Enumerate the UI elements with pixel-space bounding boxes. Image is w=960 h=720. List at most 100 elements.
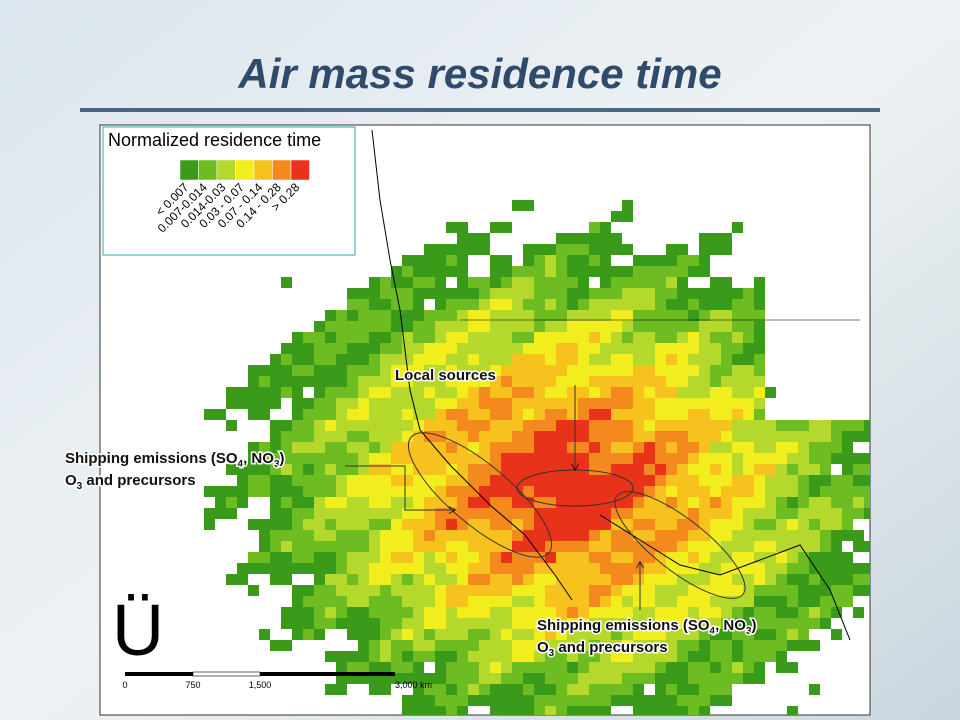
raster-cell xyxy=(666,530,677,541)
raster-cell xyxy=(369,640,380,651)
raster-cell xyxy=(479,409,490,420)
raster-cell xyxy=(798,464,809,475)
raster-cell xyxy=(798,442,809,453)
raster-cell xyxy=(732,442,743,453)
scale-segment xyxy=(260,672,395,676)
raster-cell xyxy=(666,585,677,596)
raster-cell xyxy=(534,541,545,552)
raster-cell xyxy=(446,508,457,519)
raster-cell xyxy=(413,662,424,673)
scale-label: 3,000 km xyxy=(395,680,432,690)
raster-cell xyxy=(556,574,567,585)
raster-cell xyxy=(479,288,490,299)
raster-cell xyxy=(600,530,611,541)
raster-cell xyxy=(358,387,369,398)
raster-cell xyxy=(336,673,347,684)
raster-cell xyxy=(501,398,512,409)
raster-cell xyxy=(446,629,457,640)
raster-cell xyxy=(523,607,534,618)
raster-cell xyxy=(666,552,677,563)
raster-cell xyxy=(490,255,501,266)
raster-cell xyxy=(391,596,402,607)
raster-cell xyxy=(842,442,853,453)
raster-cell xyxy=(303,332,314,343)
raster-cell xyxy=(633,552,644,563)
raster-cell xyxy=(765,596,776,607)
raster-cell xyxy=(600,288,611,299)
raster-cell xyxy=(743,310,754,321)
raster-cell xyxy=(292,409,303,420)
raster-cell xyxy=(600,464,611,475)
raster-cell xyxy=(402,398,413,409)
raster-cell xyxy=(567,585,578,596)
raster-cell xyxy=(347,618,358,629)
raster-cell xyxy=(611,475,622,486)
raster-cell xyxy=(325,464,336,475)
raster-cell xyxy=(787,563,798,574)
raster-cell xyxy=(523,497,534,508)
raster-cell xyxy=(534,277,545,288)
raster-cell xyxy=(633,277,644,288)
raster-cell xyxy=(567,343,578,354)
raster-cell xyxy=(809,508,820,519)
raster-cell xyxy=(567,288,578,299)
raster-cell xyxy=(666,651,677,662)
raster-cell xyxy=(842,464,853,475)
raster-cell xyxy=(622,244,633,255)
raster-cell xyxy=(391,310,402,321)
raster-cell xyxy=(501,453,512,464)
raster-cell xyxy=(644,618,655,629)
raster-cell xyxy=(677,508,688,519)
raster-cell xyxy=(512,398,523,409)
raster-cell xyxy=(611,266,622,277)
raster-cell xyxy=(809,607,820,618)
raster-cell xyxy=(292,618,303,629)
raster-cell xyxy=(545,541,556,552)
raster-cell xyxy=(523,288,534,299)
raster-cell xyxy=(633,409,644,420)
raster-cell xyxy=(259,530,270,541)
raster-cell xyxy=(677,563,688,574)
raster-cell xyxy=(545,354,556,365)
raster-cell xyxy=(853,541,864,552)
raster-cell xyxy=(457,409,468,420)
raster-cell xyxy=(611,684,622,695)
raster-cell xyxy=(435,508,446,519)
raster-cell xyxy=(435,442,446,453)
raster-cell xyxy=(754,321,765,332)
raster-cell xyxy=(336,684,347,695)
raster-cell xyxy=(754,585,765,596)
raster-cell xyxy=(490,618,501,629)
raster-cell xyxy=(347,475,358,486)
raster-cell xyxy=(688,574,699,585)
raster-cell xyxy=(578,596,589,607)
raster-cell xyxy=(721,288,732,299)
raster-cell xyxy=(270,530,281,541)
raster-cell xyxy=(512,519,523,530)
raster-cell xyxy=(281,453,292,464)
raster-cell xyxy=(600,376,611,387)
raster-cell xyxy=(721,299,732,310)
raster-cell xyxy=(589,541,600,552)
raster-cell xyxy=(677,596,688,607)
raster-cell xyxy=(754,409,765,420)
raster-cell xyxy=(622,420,633,431)
raster-cell xyxy=(424,244,435,255)
raster-cell xyxy=(567,332,578,343)
raster-cell xyxy=(435,596,446,607)
raster-cell xyxy=(457,431,468,442)
raster-cell xyxy=(479,486,490,497)
raster-cell xyxy=(413,288,424,299)
raster-cell xyxy=(424,651,435,662)
raster-cell xyxy=(523,431,534,442)
raster-cell xyxy=(446,651,457,662)
raster-cell xyxy=(468,332,479,343)
raster-cell xyxy=(567,431,578,442)
raster-cell xyxy=(644,563,655,574)
raster-cell xyxy=(457,420,468,431)
raster-cell xyxy=(468,321,479,332)
raster-cell xyxy=(853,420,864,431)
raster-cell xyxy=(622,354,633,365)
raster-cell xyxy=(622,607,633,618)
residence-raster xyxy=(204,200,870,715)
